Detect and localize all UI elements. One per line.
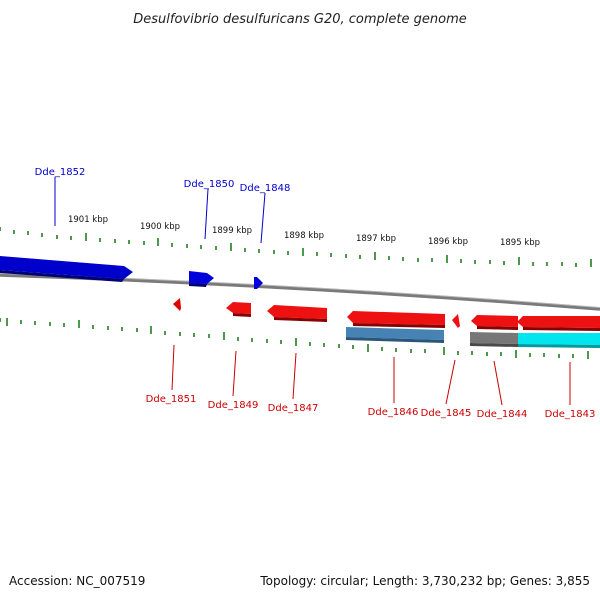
- gene-arrow-shadow: [353, 323, 445, 328]
- gene-arrow-shadow: [189, 283, 207, 287]
- gene-arrow-dde-1850[interactable]: [189, 271, 214, 284]
- gene-label-dde-1847[interactable]: Dde_1847: [268, 403, 319, 414]
- leader-line: [260, 192, 266, 244]
- accession-text: Accession: NC_007519: [9, 574, 145, 588]
- gene-label-dde-1851[interactable]: Dde_1851: [146, 394, 197, 405]
- leader-line: [493, 360, 503, 406]
- genome-info-text: Topology: circular; Length: 3,730,232 bp…: [259, 574, 590, 588]
- gene-arrow-shadow: [274, 317, 327, 322]
- scale-label-1899: 1899 kbp: [212, 226, 252, 236]
- gene-arrow-shadow: [477, 326, 518, 330]
- gene-label-dde-1846[interactable]: Dde_1846: [368, 407, 419, 418]
- gene-arrow-shadow: [523, 327, 600, 331]
- genome-title: Desulfovibrio desulfuricans G20, complet…: [133, 12, 467, 27]
- gene-label-dde-1850[interactable]: Dde_1850: [184, 179, 235, 190]
- leader-line: [232, 350, 237, 397]
- feature-bar-steelblue[interactable]: [346, 327, 444, 340]
- upper-tick-track: [0, 227, 592, 267]
- gene-label-dde-1843[interactable]: Dde_1843: [545, 409, 596, 420]
- scale-label-1900: 1900 kbp: [140, 222, 180, 232]
- gene-label-dde-1845[interactable]: Dde_1845: [421, 408, 472, 419]
- gene-arrow-dde-1852[interactable]: [0, 256, 133, 279]
- genome-backbone: [0, 273, 600, 311]
- reverse-gene-labels: Dde_1851 Dde_1849 Dde_1847 Dde_1846 Dde_…: [146, 344, 596, 420]
- gene-arrow-dde-1845[interactable]: [452, 314, 460, 328]
- gene-arrow-shadow: [0, 270, 124, 282]
- gene-label-dde-1848[interactable]: Dde_1848: [240, 183, 291, 194]
- gene-arrow-dde-1846[interactable]: [347, 311, 445, 325]
- feature-bar-steelblue-shadow: [346, 337, 444, 343]
- scale-label-1898: 1898 kbp: [284, 231, 324, 241]
- scale-label-1895: 1895 kbp: [500, 238, 540, 248]
- feature-bars: [346, 327, 600, 348]
- leader-line: [171, 344, 175, 391]
- feature-bar-gray[interactable]: [470, 332, 518, 344]
- reverse-strand-genes: [173, 298, 600, 331]
- gene-arrow-dde-1849[interactable]: [226, 302, 251, 314]
- scale-label-1897: 1897 kbp: [356, 234, 396, 244]
- leader-line: [292, 352, 297, 400]
- leader-line: [445, 359, 456, 405]
- gene-arrow-shadow: [233, 313, 251, 317]
- gene-arrow-dde-1843[interactable]: [517, 316, 600, 328]
- scale-label-1901: 1901 kbp: [68, 215, 108, 225]
- scale-labels: 1901 kbp 1900 kbp 1899 kbp 1898 kbp 1897…: [68, 215, 540, 248]
- gene-arrow-dde-1851[interactable]: [173, 298, 181, 311]
- gene-label-dde-1852[interactable]: Dde_1852: [35, 167, 86, 178]
- leader-line: [204, 188, 209, 240]
- gene-arrow-dde-1847[interactable]: [267, 305, 327, 319]
- lower-tick-track: [0, 318, 589, 359]
- gene-label-dde-1844[interactable]: Dde_1844: [477, 409, 528, 420]
- forward-strand-genes: [0, 256, 263, 289]
- feature-bar-cyan[interactable]: [518, 333, 600, 345]
- feature-bar-cyan-shadow: [518, 344, 600, 348]
- gene-arrow-dde-1848[interactable]: [254, 277, 263, 289]
- feature-bar-gray-shadow: [470, 343, 518, 347]
- scale-label-1896: 1896 kbp: [428, 237, 468, 247]
- forward-gene-labels: Dde_1852 Dde_1850 Dde_1848: [35, 167, 291, 244]
- gene-label-dde-1849[interactable]: Dde_1849: [208, 400, 259, 411]
- gene-arrow-dde-1844[interactable]: [471, 315, 518, 327]
